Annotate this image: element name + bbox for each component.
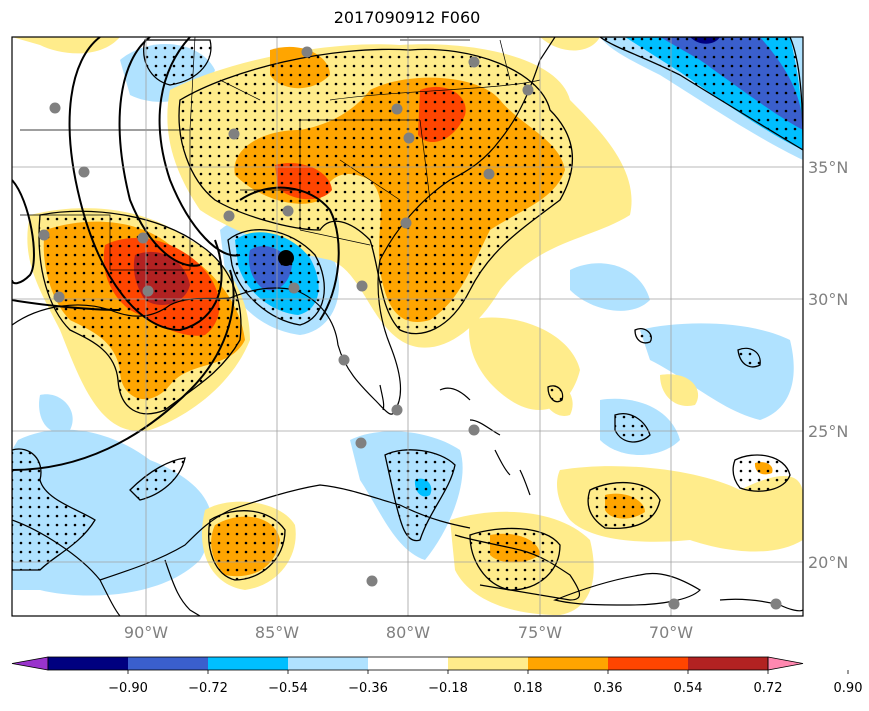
colorbar-segment (608, 657, 688, 670)
latitude-labels: 35°N 30°N 25°N 20°N (808, 158, 848, 572)
map-area (12, 37, 803, 616)
lon-label: 80°W (386, 623, 430, 642)
colorbar-extend-high (767, 656, 804, 671)
colorbar-segment (528, 657, 608, 670)
lat-label: 20°N (808, 553, 848, 572)
colorbar-tick-label: −0.36 (348, 681, 388, 696)
colorbar-segment (208, 657, 288, 670)
colorbar-segment (48, 657, 128, 670)
colorbar-tick-label: −0.72 (188, 681, 228, 696)
height-contours (12, 37, 340, 471)
map-frame (11, 36, 804, 617)
state-borders (20, 37, 541, 271)
colorbar-tick-label: 0.90 (834, 681, 863, 696)
colorbar-tick-label: −0.18 (428, 681, 468, 696)
lat-label: 35°N (808, 158, 848, 177)
colorbar-tick-label: 0.36 (594, 681, 623, 696)
colorbar-segment (368, 657, 448, 670)
lat-label: 30°N (808, 290, 848, 309)
colorbar-frame (47, 656, 769, 671)
lon-label: 70°W (649, 623, 693, 642)
longitude-labels: 90°W 85°W 80°W 75°W 70°W (124, 623, 693, 642)
lon-label: 75°W (518, 623, 562, 642)
lat-label: 25°N (808, 422, 848, 441)
graticule (12, 37, 803, 616)
colorbar-segment (448, 657, 528, 670)
colorbar-segment (688, 657, 768, 670)
colorbar-tick-label: −0.54 (268, 681, 308, 696)
lon-label: 90°W (124, 623, 168, 642)
colorbar-tick-label: 0.72 (754, 681, 783, 696)
colorbar-tick-label: 0.18 (514, 681, 543, 696)
station-markers (38, 46, 782, 610)
colorbar-segment (128, 657, 208, 670)
colorbar-tick-label: −0.90 (108, 681, 148, 696)
lon-label: 85°W (255, 623, 299, 642)
colorbar-tick-label: 0.54 (674, 681, 703, 696)
colorbar-segment (288, 657, 368, 670)
storm-center-marker (278, 250, 294, 266)
colorbar: −0.90 −0.72 −0.54 −0.36 −0.18 0.18 0.36 0.54 0.7… (11, 656, 863, 696)
colorbar-extend-low (11, 656, 49, 671)
map-title: 2017090912 F060 (333, 8, 481, 27)
